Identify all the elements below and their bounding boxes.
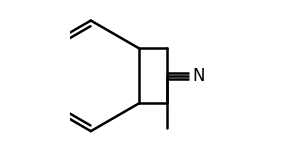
Text: N: N [193, 67, 205, 85]
